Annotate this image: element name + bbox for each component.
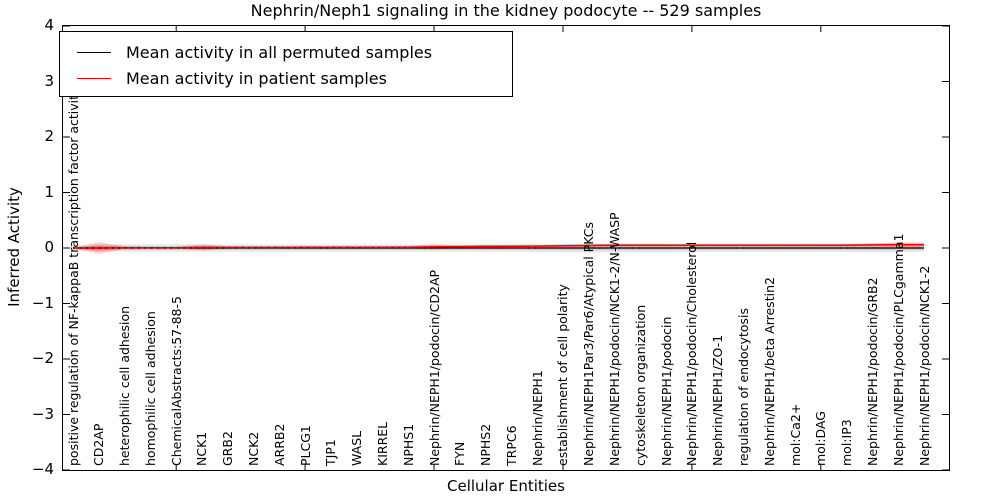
x-tick-label: TJP1 xyxy=(323,439,339,466)
x-tick-label: Nephrin/NEPH1/podocin/PLCgamma1 xyxy=(890,233,906,466)
x-tick-label: establishment of cell polarity xyxy=(555,284,571,466)
x-tick-label: regulation of endocytosis xyxy=(735,308,751,466)
x-tick-label: Nephrin/NEPH1 xyxy=(529,370,545,466)
patient-mean-line xyxy=(73,243,924,249)
x-tick-label: cytoskeleton organization xyxy=(632,304,648,466)
permuted-line-sample xyxy=(77,51,111,53)
x-tick-label: ARRB2 xyxy=(271,423,287,466)
y-tick-label: 0 xyxy=(44,238,54,256)
x-tick-label: positive regulation of NF-kappaB transcr… xyxy=(65,87,81,466)
plot-area: positive regulation of NF-kappaB transcr… xyxy=(62,25,950,471)
x-tick-label: Nephrin/NEPH1Par3/Par6/Atypical PKCs xyxy=(581,222,597,466)
x-tick-label: PLCG1 xyxy=(297,425,313,466)
x-tick-label: GRB2 xyxy=(220,431,236,466)
y-tick-label: 1 xyxy=(44,182,54,201)
x-tick-label: NCK1 xyxy=(194,431,210,466)
x-tick-label: NCK2 xyxy=(246,431,261,466)
x-tick-label: Nephrin/NEPH1/podocin/GRB2 xyxy=(864,277,880,466)
x-tick-label: Nephrin/NEPH1/podocin xyxy=(658,316,674,466)
x-tick-label: KIRREL xyxy=(374,421,390,466)
x-tick-label: heterophilic cell adhesion xyxy=(117,305,133,466)
legend-label-permuted: Mean activity in all permuted samples xyxy=(126,42,433,62)
x-tick-label: WASL xyxy=(349,430,365,466)
x-tick-label: NPHS2 xyxy=(478,423,494,466)
legend-entry-patient: Mean activity in patient samples xyxy=(77,65,512,91)
y-tick-label: 4 xyxy=(44,16,54,34)
x-tick-label: NPHS1 xyxy=(400,423,416,466)
chart-title: Nephrin/Neph1 signaling in the kidney po… xyxy=(250,1,762,20)
chart-canvas xyxy=(63,26,949,470)
x-tick-label: Nephrin/NEPH1/podocin/CD2AP xyxy=(426,269,442,466)
x-tick-label: ChemicalAbstracts:57-88-5 xyxy=(168,296,184,466)
y-tick-label: −2 xyxy=(31,349,54,367)
patient-line-sample xyxy=(77,77,111,79)
x-tick-label: homophilic cell adhesion xyxy=(142,311,158,466)
legend: Mean activity in all permuted samples Me… xyxy=(59,31,513,97)
x-tick-label: Nephrin/NEPH1/ZO-1 xyxy=(710,334,726,466)
y-tick-label: 3 xyxy=(44,71,54,90)
x-tick-label: Nephrin/NEPH1/podocin/NCK1-2 xyxy=(916,265,932,466)
x-tick-label: mol:Ca2+ xyxy=(787,403,803,466)
x-axis-label: Cellular Entities xyxy=(447,477,565,495)
x-tick-label: CD2AP xyxy=(91,423,107,466)
x-tick-label: mol:IP3 xyxy=(839,419,855,466)
y-tick-label: −3 xyxy=(31,404,54,423)
x-tick-label: mol:DAG xyxy=(813,411,829,466)
y-tick-label: 2 xyxy=(44,127,54,145)
y-tick-label: −1 xyxy=(31,293,54,312)
x-tick-label: Nephrin/NEPH1/beta Arrestin2 xyxy=(761,277,777,466)
x-tick-label: Nephrin/NEPH1/podocin/Cholesterol xyxy=(684,241,700,466)
x-tick-label: TRPC6 xyxy=(503,425,519,466)
x-tick-label: FYN xyxy=(452,441,468,466)
legend-entry-permuted: Mean activity in all permuted samples xyxy=(77,39,512,65)
y-tick-label: −4 xyxy=(31,460,54,478)
x-tick-label: Nephrin/NEPH1/podocin/NCK1-2/N-WASP xyxy=(607,212,623,466)
legend-label-patient: Mean activity in patient samples xyxy=(126,68,387,88)
